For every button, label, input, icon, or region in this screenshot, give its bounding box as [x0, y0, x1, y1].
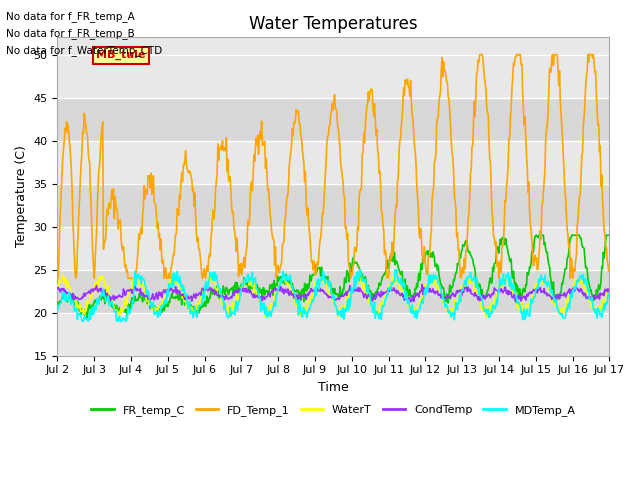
- Y-axis label: Temperature (C): Temperature (C): [15, 145, 28, 247]
- FR_temp_C: [121, 309, 129, 315]
- MDTemp_A: [419, 297, 426, 302]
- CondTemp: [54, 285, 61, 291]
- FD_Temp_1: [177, 197, 184, 203]
- WaterT: [206, 278, 214, 284]
- Line: CondTemp: CondTemp: [58, 285, 609, 302]
- WaterT: [121, 300, 129, 305]
- MDTemp_A: [121, 317, 129, 323]
- MDTemp_A: [605, 289, 613, 295]
- WaterT: [177, 285, 185, 290]
- Text: No data for f_FR_temp_B: No data for f_FR_temp_B: [6, 28, 135, 39]
- MDTemp_A: [206, 269, 214, 275]
- CondTemp: [205, 286, 213, 292]
- FD_Temp_1: [401, 92, 408, 98]
- Text: No data for f_FR_temp_A: No data for f_FR_temp_A: [6, 11, 135, 22]
- MDTemp_A: [356, 266, 364, 272]
- WaterT: [605, 288, 613, 294]
- FD_Temp_1: [205, 252, 213, 257]
- FD_Temp_1: [417, 226, 424, 231]
- Line: FD_Temp_1: FD_Temp_1: [58, 55, 609, 278]
- Title: Water Temperatures: Water Temperatures: [249, 15, 418, 33]
- MDTemp_A: [402, 288, 410, 294]
- WaterT: [419, 288, 426, 294]
- Bar: [58, 270, 609, 312]
- FD_Temp_1: [476, 52, 484, 58]
- CondTemp: [512, 299, 520, 305]
- MDTemp_A: [54, 307, 61, 313]
- WaterT: [59, 272, 67, 278]
- WaterT: [262, 314, 269, 320]
- FR_temp_C: [63, 299, 71, 305]
- FR_temp_C: [206, 295, 214, 301]
- FD_Temp_1: [605, 267, 613, 273]
- WaterT: [64, 283, 72, 288]
- FR_temp_C: [54, 299, 61, 305]
- Text: MB_tule: MB_tule: [96, 50, 145, 60]
- FD_Temp_1: [120, 253, 128, 259]
- WaterT: [54, 284, 61, 290]
- Text: No data for f_WaterTemp_CTD: No data for f_WaterTemp_CTD: [6, 45, 163, 56]
- Line: WaterT: WaterT: [58, 275, 609, 317]
- CondTemp: [417, 289, 424, 295]
- FR_temp_C: [401, 276, 409, 282]
- X-axis label: Time: Time: [318, 381, 349, 394]
- Bar: [58, 183, 609, 227]
- Line: MDTemp_A: MDTemp_A: [58, 269, 609, 321]
- CondTemp: [401, 298, 408, 303]
- Line: FR_temp_C: FR_temp_C: [58, 235, 609, 318]
- FD_Temp_1: [63, 129, 71, 135]
- MDTemp_A: [177, 284, 185, 289]
- FR_temp_C: [605, 232, 613, 238]
- Bar: [58, 97, 609, 141]
- Legend: FR_temp_C, FD_Temp_1, WaterT, CondTemp, MDTemp_A: FR_temp_C, FD_Temp_1, WaterT, CondTemp, …: [87, 400, 580, 420]
- MDTemp_A: [78, 318, 86, 324]
- CondTemp: [63, 290, 71, 296]
- FR_temp_C: [417, 261, 425, 267]
- CondTemp: [177, 291, 184, 297]
- CondTemp: [605, 287, 613, 293]
- CondTemp: [419, 282, 426, 288]
- WaterT: [402, 300, 410, 306]
- FR_temp_C: [177, 296, 185, 302]
- FR_temp_C: [83, 315, 91, 321]
- FR_temp_C: [532, 232, 540, 238]
- FD_Temp_1: [54, 276, 61, 281]
- CondTemp: [120, 288, 128, 294]
- MDTemp_A: [63, 298, 71, 303]
